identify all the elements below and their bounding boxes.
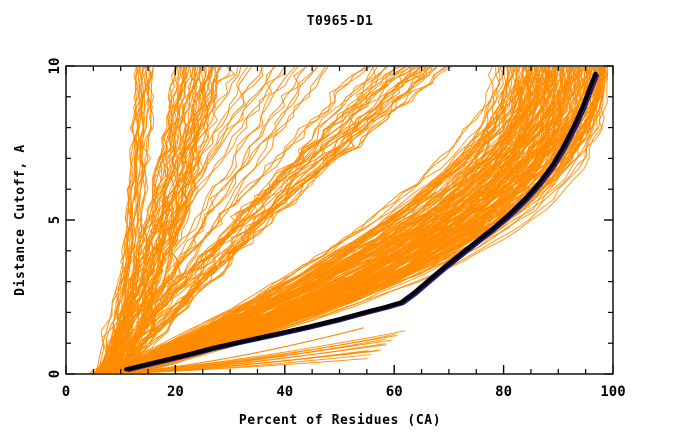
prediction-curve <box>97 67 236 373</box>
prediction-curve <box>102 335 398 373</box>
prediction-curve <box>114 67 307 373</box>
prediction-curve <box>92 67 181 373</box>
y-tick-label: 0 <box>47 370 63 378</box>
prediction-curve <box>116 67 319 373</box>
prediction-curve <box>106 67 598 373</box>
prediction-curves-layer <box>88 67 609 373</box>
y-tick-label: 5 <box>47 216 63 224</box>
prediction-curve <box>101 67 606 373</box>
prediction-curve <box>115 67 426 373</box>
prediction-curve <box>127 74 600 372</box>
prediction-curve <box>114 67 307 373</box>
prediction-curve <box>97 67 577 373</box>
prediction-curve <box>98 67 371 373</box>
prediction-curve <box>113 67 415 373</box>
x-tick-label: 80 <box>495 384 512 400</box>
prediction-curve <box>132 67 433 373</box>
prediction-curve <box>124 67 437 373</box>
axis-frame-layer <box>65 65 614 375</box>
x-tick-label: 60 <box>386 384 403 400</box>
prediction-curve <box>104 327 364 373</box>
prediction-curve <box>114 67 299 373</box>
prediction-curve <box>102 67 516 373</box>
prediction-curve <box>132 67 446 373</box>
prediction-curve <box>109 67 402 373</box>
prediction-curve <box>129 67 452 373</box>
prediction-curve <box>97 67 199 373</box>
y-tick-label: 10 <box>47 58 63 75</box>
prediction-curve <box>129 67 556 373</box>
prediction-curve <box>93 67 138 373</box>
x-tick-label: 0 <box>62 384 70 400</box>
prediction-curve <box>117 67 421 373</box>
prediction-curve <box>106 67 249 373</box>
prediction-curve <box>113 67 423 373</box>
prediction-curve <box>95 67 231 373</box>
x-tick-label: 40 <box>276 384 293 400</box>
prediction-curve <box>98 67 242 373</box>
prediction-curve <box>109 67 285 373</box>
page-title: T0965-D1 <box>306 14 374 29</box>
prediction-curve <box>129 67 525 373</box>
median-curve-layer <box>124 71 598 372</box>
prediction-curve <box>118 354 371 373</box>
y-axis-title: Distance Cutoff, A <box>13 144 28 296</box>
prediction-curve <box>118 67 546 373</box>
prediction-curve <box>129 67 594 373</box>
prediction-curve <box>105 67 550 373</box>
prediction-curve <box>100 67 575 373</box>
median-curve <box>124 71 598 372</box>
x-axis-title: Percent of Residues (CA) <box>239 413 441 428</box>
prediction-curve <box>110 67 286 373</box>
prediction-curve <box>125 67 438 373</box>
prediction-curve <box>103 330 406 373</box>
x-tick-label: 100 <box>600 384 625 400</box>
prediction-curve <box>100 67 239 373</box>
prediction-curve <box>104 67 264 373</box>
prediction-curve <box>132 67 586 373</box>
prediction-curve <box>113 67 605 373</box>
prediction-curve <box>104 67 577 373</box>
prediction-curve <box>112 67 411 373</box>
prediction-curve <box>115 350 369 373</box>
prediction-curve <box>104 67 264 373</box>
prediction-curve <box>112 343 386 373</box>
axis-labels-layer: 0 20 40 60 80 100 0 5 10 <box>47 58 626 400</box>
prediction-curve <box>102 67 559 373</box>
prediction-curve <box>105 67 558 373</box>
prediction-curve <box>116 67 552 373</box>
prediction-curve <box>118 67 535 373</box>
prediction-curve <box>107 67 528 373</box>
prediction-curve <box>107 338 387 373</box>
prediction-curve <box>106 67 274 373</box>
prediction-curve <box>98 67 574 373</box>
prediction-curve <box>95 67 144 373</box>
x-tick-label: 20 <box>167 384 184 400</box>
